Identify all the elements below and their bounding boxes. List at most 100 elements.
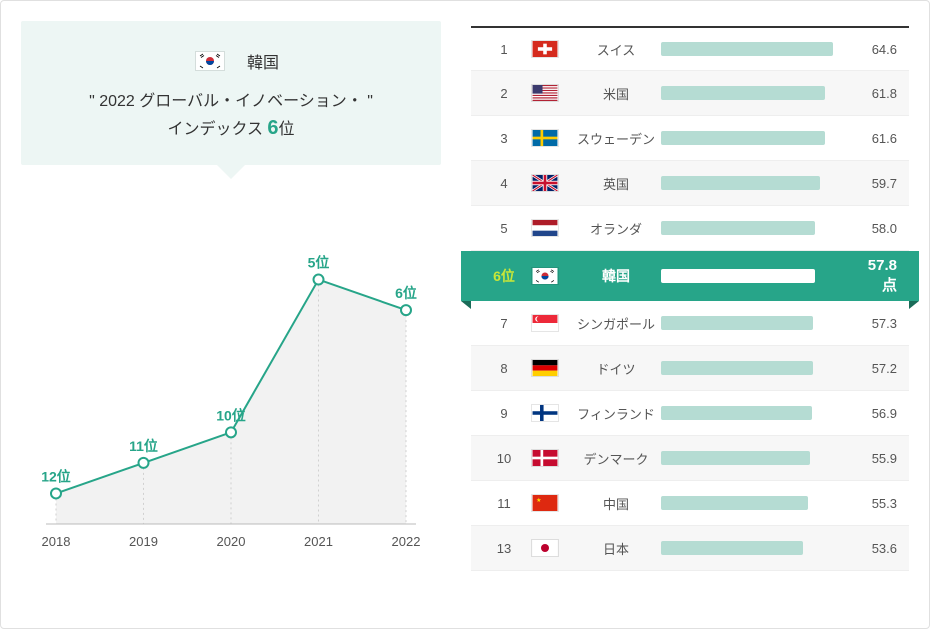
country-name: フィンランド: [571, 404, 661, 423]
svg-text:2018: 2018: [42, 534, 71, 549]
rank-number: 2: [489, 86, 519, 101]
score-value: 56.9: [847, 406, 897, 421]
country-name: 英国: [571, 174, 661, 193]
rank-number: 8: [489, 361, 519, 376]
rank-line-chart: 12位201811位201910位20205位20216位2022: [21, 190, 441, 608]
country-name: デンマーク: [571, 449, 661, 468]
country-name: シンガポール: [571, 314, 661, 333]
de-flag-icon: [531, 359, 559, 377]
score-bar-track: [661, 496, 847, 510]
kr-flag-icon: [531, 267, 559, 285]
nl-flag-icon: [531, 219, 559, 237]
ranking-row: 3 スウェーデン 61.6: [471, 116, 909, 161]
score-bar: [661, 496, 808, 510]
ranking-row: 7 シンガポール 57.3: [471, 301, 909, 346]
score-bar: [661, 269, 815, 283]
rank-number: 7: [489, 316, 519, 331]
ranking-row-highlight: 6位 韓国 57.8点: [461, 251, 919, 301]
ranking-row: 5 オランダ 58.0: [471, 206, 909, 251]
score-bar-track: [661, 269, 847, 283]
country-name: 日本: [571, 539, 661, 558]
country-name: ドイツ: [571, 359, 661, 378]
score-bar: [661, 316, 813, 330]
score-bar-track: [661, 131, 847, 145]
svg-text:2022: 2022: [392, 534, 421, 549]
dk-flag-icon: [531, 449, 559, 467]
score-bar-track: [661, 406, 847, 420]
ranking-row: 1 スイス 64.6: [471, 26, 909, 71]
rank-number: 5: [489, 221, 519, 236]
score-bar: [661, 361, 813, 375]
hero-rank-number: 6: [267, 117, 278, 139]
rank-number: 10: [489, 451, 519, 466]
rank-number: 1: [489, 42, 519, 57]
rank-number: 3: [489, 131, 519, 146]
score-bar-track: [661, 42, 847, 56]
country-name: スイス: [571, 40, 661, 59]
svg-text:2021: 2021: [304, 534, 333, 549]
svg-text:★: ★: [536, 497, 542, 504]
hero-card: 韓国 " 2022 グローバル・イノベーション・ " インデックス 6位: [21, 21, 441, 165]
ranking-row: 10 デンマーク 55.9: [471, 436, 909, 481]
score-value: 61.6: [847, 131, 897, 146]
ch-flag-icon: [531, 40, 559, 58]
score-value: 55.3: [847, 496, 897, 511]
gb-flag-icon: [531, 174, 559, 192]
score-value: 57.8点: [847, 257, 897, 295]
svg-text:2019: 2019: [129, 534, 158, 549]
sg-flag-icon: [531, 314, 559, 332]
score-bar: [661, 176, 820, 190]
score-value: 53.6: [847, 541, 897, 556]
score-bar: [661, 406, 812, 420]
ranking-panel: 1 スイス 64.6 2 米国 61.8 3 スウェーデン 61.6 4 英国 …: [471, 21, 909, 608]
hero-country: 韓国: [247, 49, 279, 73]
score-bar: [661, 451, 810, 465]
score-bar-track: [661, 451, 847, 465]
svg-text:6位: 6位: [395, 285, 417, 301]
score-bar-track: [661, 86, 847, 100]
ranking-table: 1 スイス 64.6 2 米国 61.8 3 スウェーデン 61.6 4 英国 …: [471, 26, 909, 571]
hero-title-line2: インデックス 6位: [41, 115, 421, 140]
rank-number: 6位: [489, 266, 519, 286]
svg-text:5位: 5位: [308, 255, 330, 271]
fi-flag-icon: [531, 404, 559, 422]
country-name: スウェーデン: [571, 129, 661, 148]
score-bar: [661, 131, 825, 145]
score-bar-track: [661, 176, 847, 190]
country-name: オランダ: [571, 219, 661, 238]
korea-flag-icon: [195, 51, 225, 71]
left-panel: 韓国 " 2022 グローバル・イノベーション・ " インデックス 6位 12位…: [21, 21, 441, 608]
score-value: 59.7: [847, 176, 897, 191]
country-name: 中国: [571, 494, 661, 513]
score-value: 61.8: [847, 86, 897, 101]
score-bar-track: [661, 221, 847, 235]
rank-number: 11: [489, 496, 519, 511]
jp-flag-icon: [531, 539, 559, 557]
ranking-row: 4 英国 59.7: [471, 161, 909, 206]
ranking-row: 13 日本 53.6: [471, 526, 909, 571]
rank-number: 9: [489, 406, 519, 421]
ranking-row: 9 フィンランド 56.9: [471, 391, 909, 436]
country-name: 韓国: [571, 266, 661, 286]
country-name: 米国: [571, 84, 661, 103]
ranking-row: 11 ★ 中国 55.3: [471, 481, 909, 526]
se-flag-icon: [531, 129, 559, 147]
score-bar: [661, 86, 825, 100]
svg-text:2020: 2020: [217, 534, 246, 549]
svg-text:12位: 12位: [41, 468, 71, 484]
svg-text:10位: 10位: [216, 407, 246, 423]
rank-number: 13: [489, 541, 519, 556]
score-bar-track: [661, 316, 847, 330]
score-value: 64.6: [847, 42, 897, 57]
rank-number: 4: [489, 176, 519, 191]
score-value: 55.9: [847, 451, 897, 466]
score-bar: [661, 541, 803, 555]
hero-line2-suffix: 位: [279, 121, 295, 138]
hero-flag-row: 韓国: [41, 49, 421, 73]
us-flag-icon: [531, 84, 559, 102]
score-value: 58.0: [847, 221, 897, 236]
ranking-row: 8 ドイツ 57.2: [471, 346, 909, 391]
score-value: 57.3: [847, 316, 897, 331]
score-bar-track: [661, 361, 847, 375]
score-bar: [661, 42, 833, 56]
